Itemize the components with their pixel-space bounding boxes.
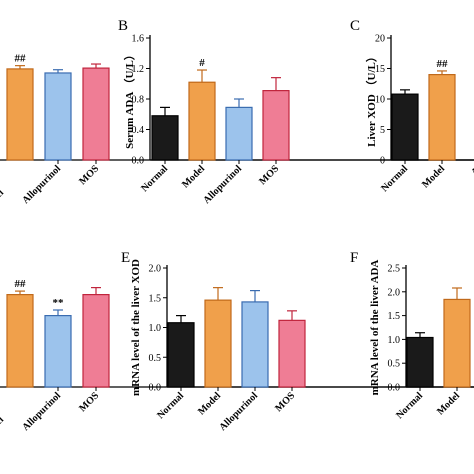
x-tick-label: Normal [379,163,410,194]
y-tick-label: 0.8 [132,95,145,106]
y-tick-label: 2.5 [388,264,401,275]
bar-normal [151,115,179,161]
bar-allopurinol [225,106,253,161]
y-axis-label: Liver XOD （U/L） [365,51,378,147]
y-tick-label: 1.5 [388,311,401,322]
y-tick-label: 0.5 [149,353,162,364]
y-axis-label: mRNA level of the liver ADA [369,260,381,396]
bar-mos [82,294,110,388]
bar-allopurinol [241,301,269,388]
x-tick-label: MOS [77,390,101,414]
x-tick-label: Allopurinol [201,163,244,206]
bar-model [6,68,34,161]
x-tick-label: Allopurinol [20,163,63,206]
bar-model [204,299,232,388]
x-tick-label: Normal [139,163,170,194]
bar-model [188,81,216,161]
panel-c: C 0 5 10 15 20 Liver XOD （U/L） Normal ## Model Al [350,18,474,194]
y-tick-label: 10 [375,95,385,106]
significance-label: ** [53,297,65,309]
x-tick-label: Normal [394,390,425,421]
panel-d: ## ** Allopurinol MOS odel [0,278,474,435]
x-tick-label: MOS [77,163,101,187]
y-tick-label: 1.0 [149,323,162,334]
bar-mos [278,319,306,388]
y-tick-label: 15 [375,64,385,75]
bar-model [6,294,34,388]
y-axis-label: Serum ADA （U/L） [123,49,136,149]
x-tick-label: Allopurinol [20,390,63,433]
bar-normal [167,322,195,388]
x-tick-label-cropped: odel [0,187,6,208]
y-tick-label: 0 [380,156,385,167]
y-tick-label: 1.0 [388,335,401,346]
y-tick-label: 1.5 [149,293,162,304]
panel-letter: C [350,18,360,34]
y-tick-label: 0.0 [388,383,401,394]
panel-f: F 0.0 0.5 1.0 1.5 2.0 2.5 mRNA level of the liv… [350,250,474,421]
panel-letter: E [121,250,130,266]
bar-mos [262,90,290,161]
x-tick-label: Model [420,163,447,190]
panel-letter: F [350,250,358,266]
y-tick-label: 2.0 [149,264,162,275]
y-tick-label: 20 [375,34,385,45]
significance-label: # [199,57,205,69]
significance-label: ## [15,278,27,290]
bar-normal [391,93,419,161]
y-axis-label: mRNA level of the liver XOD [130,259,142,396]
y-tick-label: 0.5 [388,359,401,370]
x-tick-label: Model [435,390,462,417]
x-tick-label-cropped: odel [0,414,6,435]
x-tick-label: Model [196,390,223,417]
y-tick-label: 0.4 [132,125,145,136]
y-tick-label: 5 [380,125,385,136]
x-tick-label: Model [180,163,207,190]
x-tick-label-cropped: Al [469,163,474,178]
y-tick-label: 2.0 [388,287,401,298]
x-tick-label: MOS [273,390,297,414]
x-tick-label: Allopurinol [217,390,260,433]
bar-normal [406,336,434,388]
bar-allopurinol [44,315,72,388]
significance-label: ## [15,53,27,65]
x-tick-label: MOS [257,163,281,187]
panel-letter: B [118,18,128,34]
panel-b: B 0.0 0.4 0.8 1.2 1.6 Serum ADA （U/L） Normal # Mo… [118,18,474,206]
x-tick-label: Normal [155,390,186,421]
y-tick-label: 0.0 [149,383,162,394]
significance-label: ## [437,58,449,70]
bar-allopurinol [44,72,72,161]
bar-mos [82,67,110,161]
bar-model [443,298,471,388]
y-tick-label: 0.0 [132,156,145,167]
y-tick-label: 1.2 [132,64,145,75]
bar-model [428,73,456,161]
y-tick-label: 1.6 [132,34,145,45]
